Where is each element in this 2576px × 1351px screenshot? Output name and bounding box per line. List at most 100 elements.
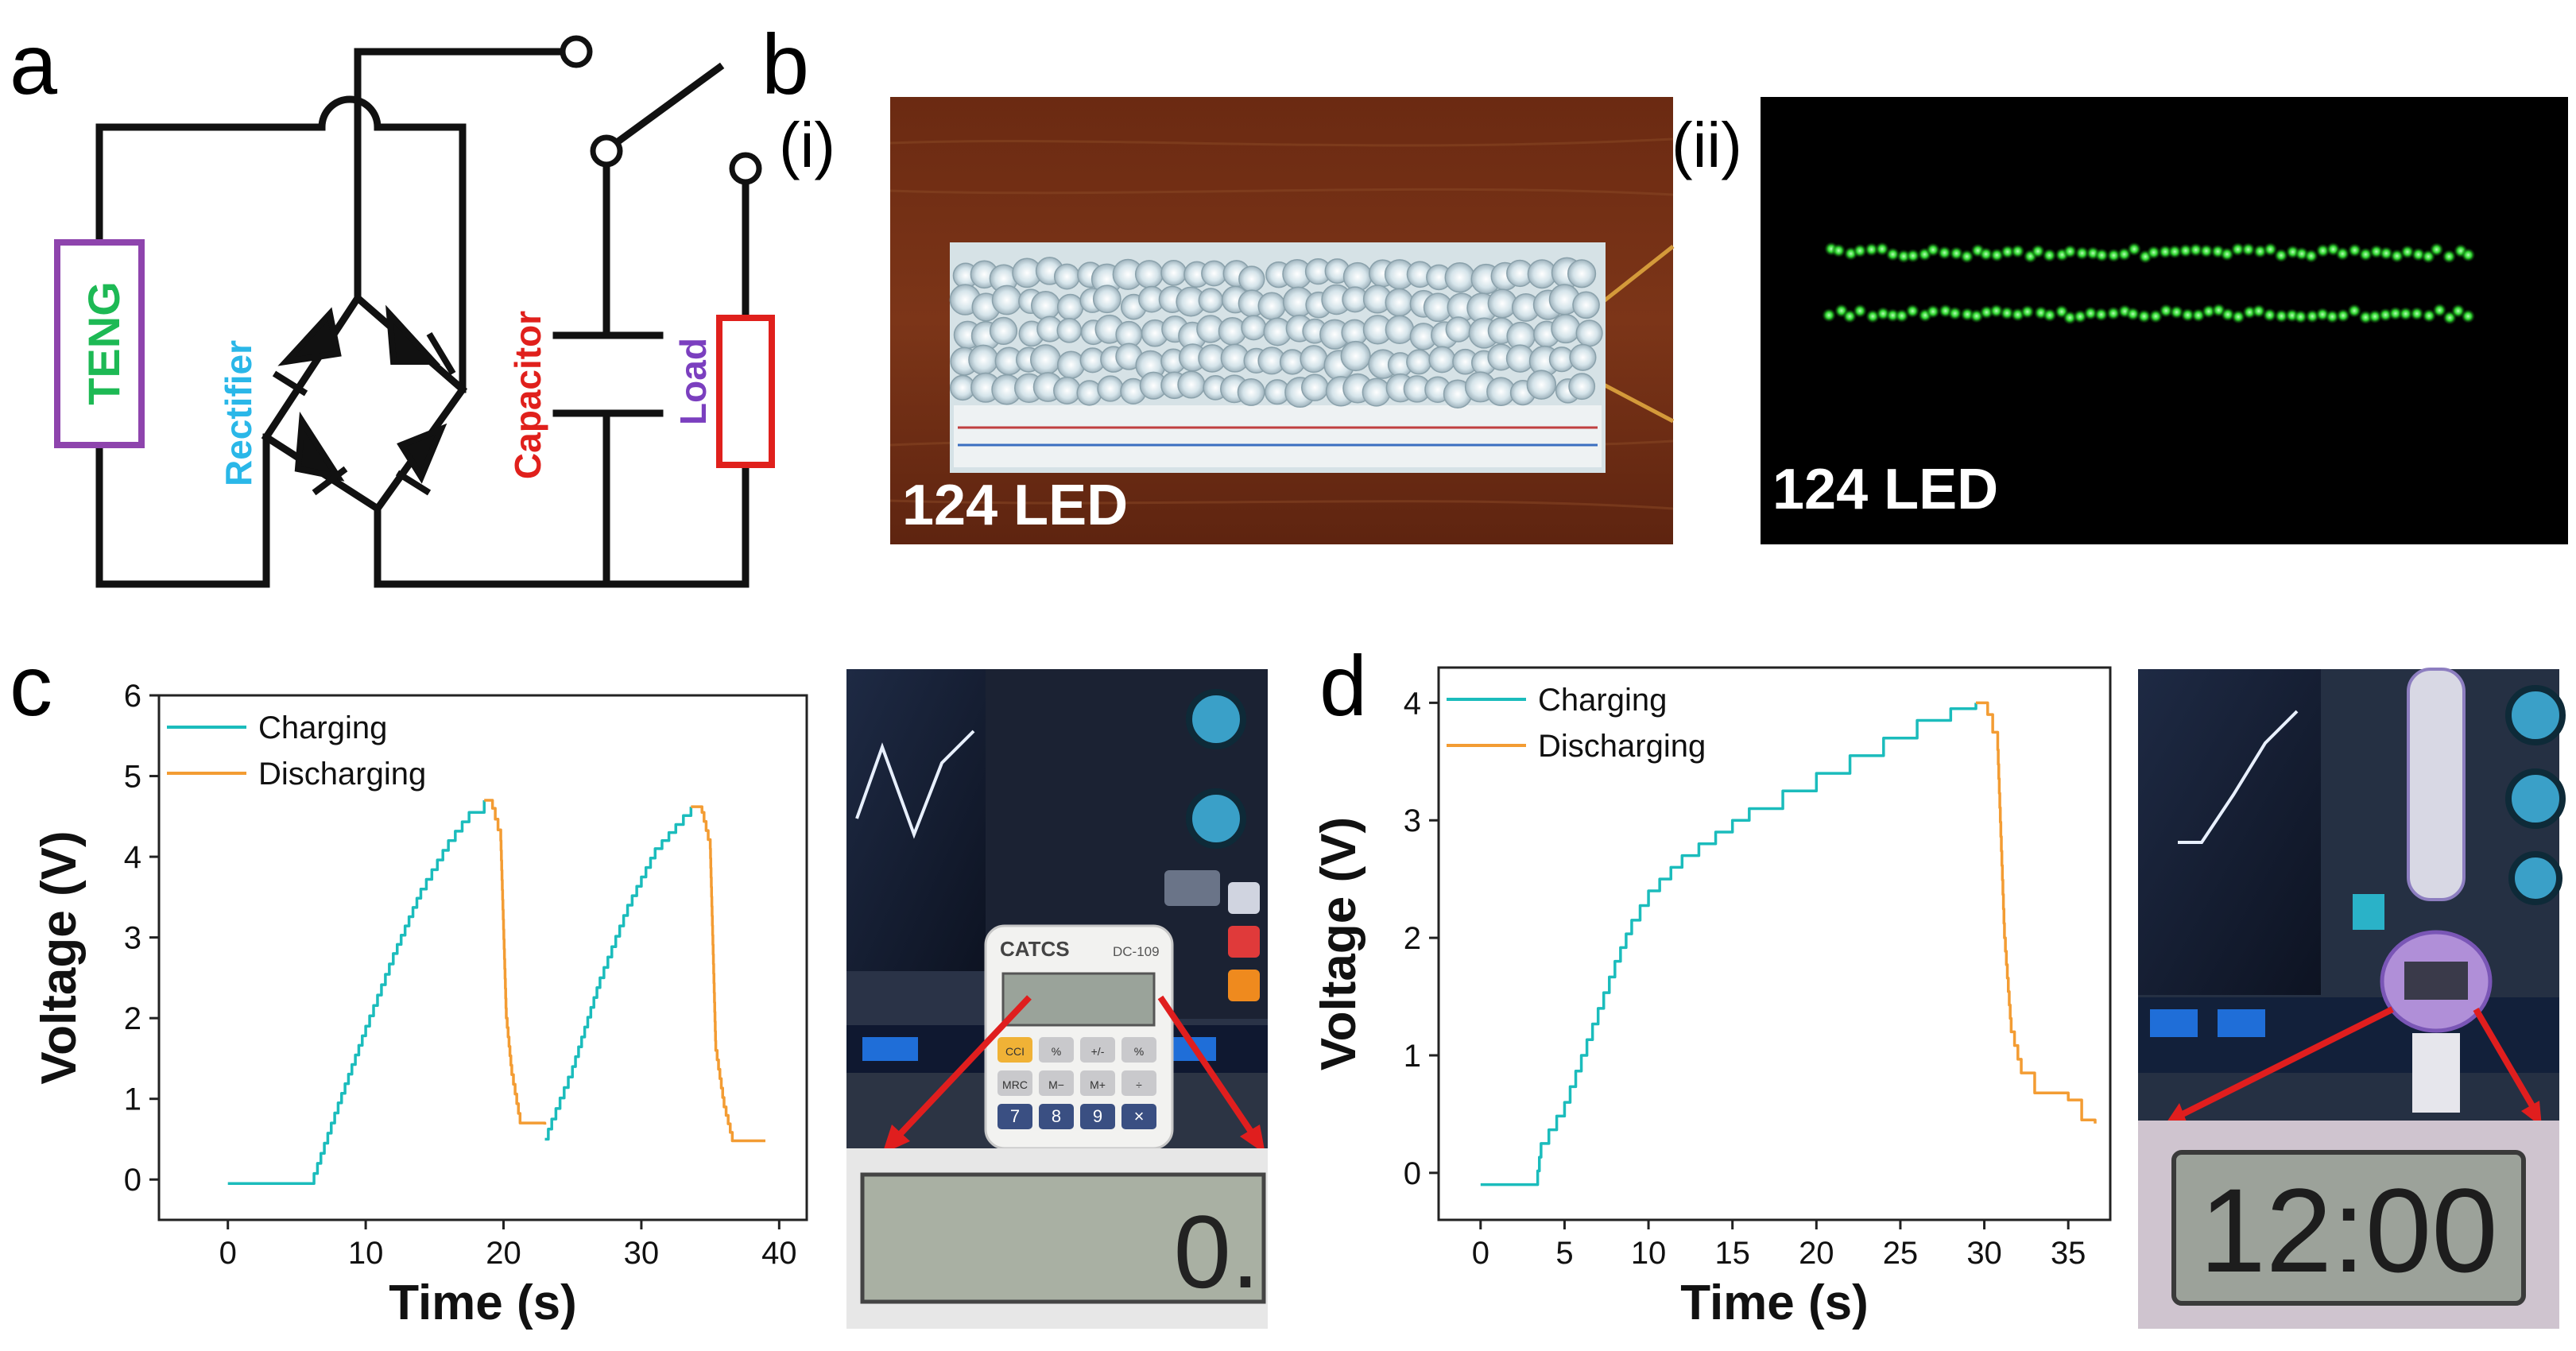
led-bulb-icon xyxy=(1445,316,1472,343)
diode-icon xyxy=(294,411,345,482)
led-glow-icon xyxy=(2127,242,2142,257)
led-glow-icon xyxy=(2241,242,2256,257)
led-bulb-icon xyxy=(1487,288,1517,319)
x-tick-label: 15 xyxy=(1714,1236,1750,1271)
led-glow-icon xyxy=(2167,244,2183,259)
photo-watch: 12:00 xyxy=(2138,668,2566,1329)
x-axis-label: Time (s) xyxy=(389,1276,577,1330)
led-glow-icon xyxy=(2335,246,2350,261)
led-bulb-icon xyxy=(1569,343,1597,371)
led-glow-icon xyxy=(2251,304,2266,319)
led-bulb-icon xyxy=(1134,260,1164,288)
panel-c-letter: c xyxy=(10,637,52,734)
calculator-key xyxy=(1121,1070,1156,1096)
panel-c: c 0 10 20 30 40 0 1 2 3 4 5 6 Time (s) Voltage (V) Cha… xyxy=(10,637,1268,1330)
led-glow-icon xyxy=(2461,308,2476,323)
led-bulb-icon xyxy=(1198,288,1224,313)
diode-icon xyxy=(385,304,441,365)
led-bulb-icon xyxy=(1568,373,1596,401)
series-line-charging xyxy=(227,800,486,1186)
y-tick-label: 1 xyxy=(124,1082,141,1117)
led-glow-icon xyxy=(1874,242,1889,257)
calculator-key-label: MRC xyxy=(1002,1078,1028,1091)
led-glow-icon xyxy=(2094,248,2109,263)
calculator-key xyxy=(1039,1070,1074,1096)
led-bulb-icon xyxy=(968,344,999,375)
y-tick-label: 3 xyxy=(1404,803,1421,838)
led-bulb-icon xyxy=(1031,290,1061,321)
led-glow-icon xyxy=(2020,304,2035,319)
x-tick-label: 35 xyxy=(2051,1236,2086,1271)
calculator-key-label: ÷ xyxy=(1136,1078,1142,1091)
led-glow-icon xyxy=(2198,243,2214,258)
led-glow-icon xyxy=(2303,249,2318,264)
led-bulb-icon xyxy=(1342,261,1373,292)
led-bulb-icon xyxy=(991,285,1022,315)
led-glow-icon xyxy=(2031,244,2046,259)
led-bulb-icon xyxy=(1053,376,1082,405)
led-glow-icon xyxy=(2063,244,2078,259)
led-glow-icon xyxy=(1978,246,1993,261)
calculator-key-label: 9 xyxy=(1093,1106,1102,1126)
chart-c: 0 10 20 30 40 0 1 2 3 4 5 6 Time (s) Voltage (V) Charg… xyxy=(32,679,808,1330)
led-glow-icon xyxy=(2422,308,2437,323)
led-bulb-icon xyxy=(1572,291,1600,319)
led-bulb-icon xyxy=(1201,260,1227,287)
led-bulb-icon xyxy=(1238,265,1265,292)
y-tick-label: 2 xyxy=(1404,921,1421,956)
led-glow-icon xyxy=(2136,309,2152,324)
led-bulb-icon xyxy=(1567,259,1597,288)
led-bulb-icon xyxy=(1575,319,1603,347)
x-axis-label: Time (s) xyxy=(1680,1276,1869,1330)
led-glow-icon xyxy=(2461,247,2476,262)
calculator-key-label: +/- xyxy=(1091,1045,1105,1058)
panel-b-letter: b xyxy=(761,16,809,112)
led-glow-icon xyxy=(1853,243,1868,258)
led-bulb-icon xyxy=(1177,370,1206,399)
led-glow-icon xyxy=(2105,306,2121,321)
series-line-charging xyxy=(1480,703,1978,1186)
y-tick-label: 0 xyxy=(124,1163,141,1198)
led-glow-icon xyxy=(2094,307,2109,322)
led-glow-icon xyxy=(2398,306,2413,321)
capacitor-label: Capacitor xyxy=(507,311,548,479)
led-glow-icon xyxy=(2042,248,2057,263)
x-tick-label: 0 xyxy=(219,1236,237,1271)
terminal-icon xyxy=(590,134,623,168)
led-glow-icon xyxy=(2347,303,2362,318)
led-bulb-icon xyxy=(1340,340,1371,372)
led-glow-icon xyxy=(2400,244,2415,259)
led-glow-icon xyxy=(2169,304,2184,319)
calculator-key-label: M+ xyxy=(1090,1078,1106,1091)
led-glow-icon xyxy=(1947,306,1962,321)
led-glow-icon xyxy=(2083,306,2098,321)
led-bulb-icon xyxy=(1362,377,1391,407)
x-tick-label: 20 xyxy=(486,1236,521,1271)
led-glow-icon xyxy=(1905,304,1920,319)
y-tick-label: 2 xyxy=(124,1001,141,1036)
panel-b: b (i) 124 LED (ii) 124 LED xyxy=(761,16,2568,544)
calculator-key xyxy=(997,1070,1032,1096)
led-bulb-icon xyxy=(1160,259,1187,286)
terminal-icon xyxy=(729,152,762,185)
legend-label: Discharging xyxy=(258,757,426,792)
led-glow-icon xyxy=(2106,248,2121,263)
led-glow-icon xyxy=(2429,242,2444,257)
calculator-key xyxy=(1039,1104,1074,1129)
led-glow-icon xyxy=(1926,304,1941,319)
led-bulb-icon xyxy=(1526,370,1557,400)
led-bulb-icon xyxy=(1056,350,1086,379)
calculator-key xyxy=(997,1104,1032,1129)
led-glow-icon xyxy=(2188,242,2203,257)
led-glow-icon xyxy=(1831,243,1846,258)
led-glow-icon xyxy=(2178,243,2193,258)
series-line-discharging xyxy=(1976,701,2097,1124)
legend-label: Discharging xyxy=(1538,729,1706,764)
led-bulb-icon xyxy=(1300,374,1329,401)
chart-d: 0 5 10 15 20 25 30 35 0 1 2 3 4 Time (s) Voltage (V) Ch… xyxy=(1311,666,2112,1330)
led-glow-icon xyxy=(2125,307,2140,322)
teng-label: TENG xyxy=(79,281,129,405)
led-glow-icon xyxy=(2388,306,2403,321)
series-line-charging xyxy=(544,807,693,1141)
